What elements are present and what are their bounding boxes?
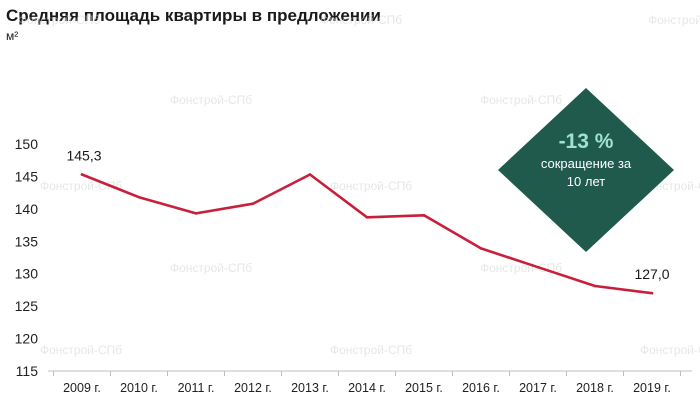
x-axis: 2009 г. 2010 г. 2011 г. 2012 г. 2013 г. 2014 … [48,370,692,395]
watermark-text: Фонстрой-СПб [40,343,122,357]
unit-label: м² [6,29,19,43]
decline-badge: -13 % сокращение за 10 лет [498,88,674,252]
x-tick-label: 2010 г. [120,381,158,395]
data-point [479,247,483,250]
x-tick-label: 2009 г. [63,381,101,395]
badge-text-line1: сокращение за [541,156,632,171]
data-label: 145,3 [66,147,101,163]
x-tick-label: 2018 г. [576,381,614,395]
data-point [365,215,369,219]
data-point [194,212,198,215]
y-tick-label: 150 [15,136,39,152]
data-point [251,202,255,205]
data-label: 127,0 [634,266,669,282]
x-tick-label: 2016 г. [462,381,500,395]
watermark-text: Фонстрой-СПб [640,343,700,357]
watermark-text: Фонстрой-СПб [18,13,100,27]
badge-text-line2: 10 лет [567,174,605,189]
watermark-text: Фонстрой-СПб [480,93,562,107]
x-tick-label: 2011 г. [178,381,215,395]
y-tick-label: 140 [15,201,39,217]
y-tick-label: 145 [15,168,39,184]
chart-title: Средняя площадь квартиры в предложении [6,6,381,25]
y-axis: 115 120 125 130 135 140 145 150 [15,136,39,379]
data-point [80,173,84,176]
y-tick-label: 120 [15,331,39,347]
data-point [593,284,597,288]
watermark-text: Фонстрой-СПб [320,13,402,27]
y-tick-label: 125 [15,298,39,314]
watermark-text: Фонстрой-СПб [170,261,252,275]
data-point [422,214,426,217]
y-tick-label: 135 [15,233,39,249]
data-labels: 145,3 127,0 [66,147,669,282]
watermark-text: Фонстрой-СПб [330,343,412,357]
x-tick-label: 2015 г. [405,381,443,395]
watermark-text: Фонстрой-СПб [648,13,700,27]
badge-percent: -13 % [559,130,614,153]
x-tick-label: 2017 г. [519,381,557,395]
x-tick-label: 2014 г. [348,381,386,395]
data-point [536,265,540,269]
data-point [137,195,141,199]
series-layer [80,173,654,295]
data-point [650,291,654,295]
x-tick-label: 2013 г. [291,381,329,395]
y-tick-label: 115 [16,363,39,379]
data-point [308,173,312,176]
x-tick-label: 2012 г. [234,381,272,395]
watermark-text: Фонстрой-СПб [330,179,412,193]
watermark-text: Фонстрой-СПб [170,93,252,107]
x-tick-label: 2019 г. [633,381,671,395]
y-tick-label: 130 [15,266,39,282]
badge-diamond [498,88,674,252]
watermark-text: Фонстрой-СПб [480,261,562,275]
